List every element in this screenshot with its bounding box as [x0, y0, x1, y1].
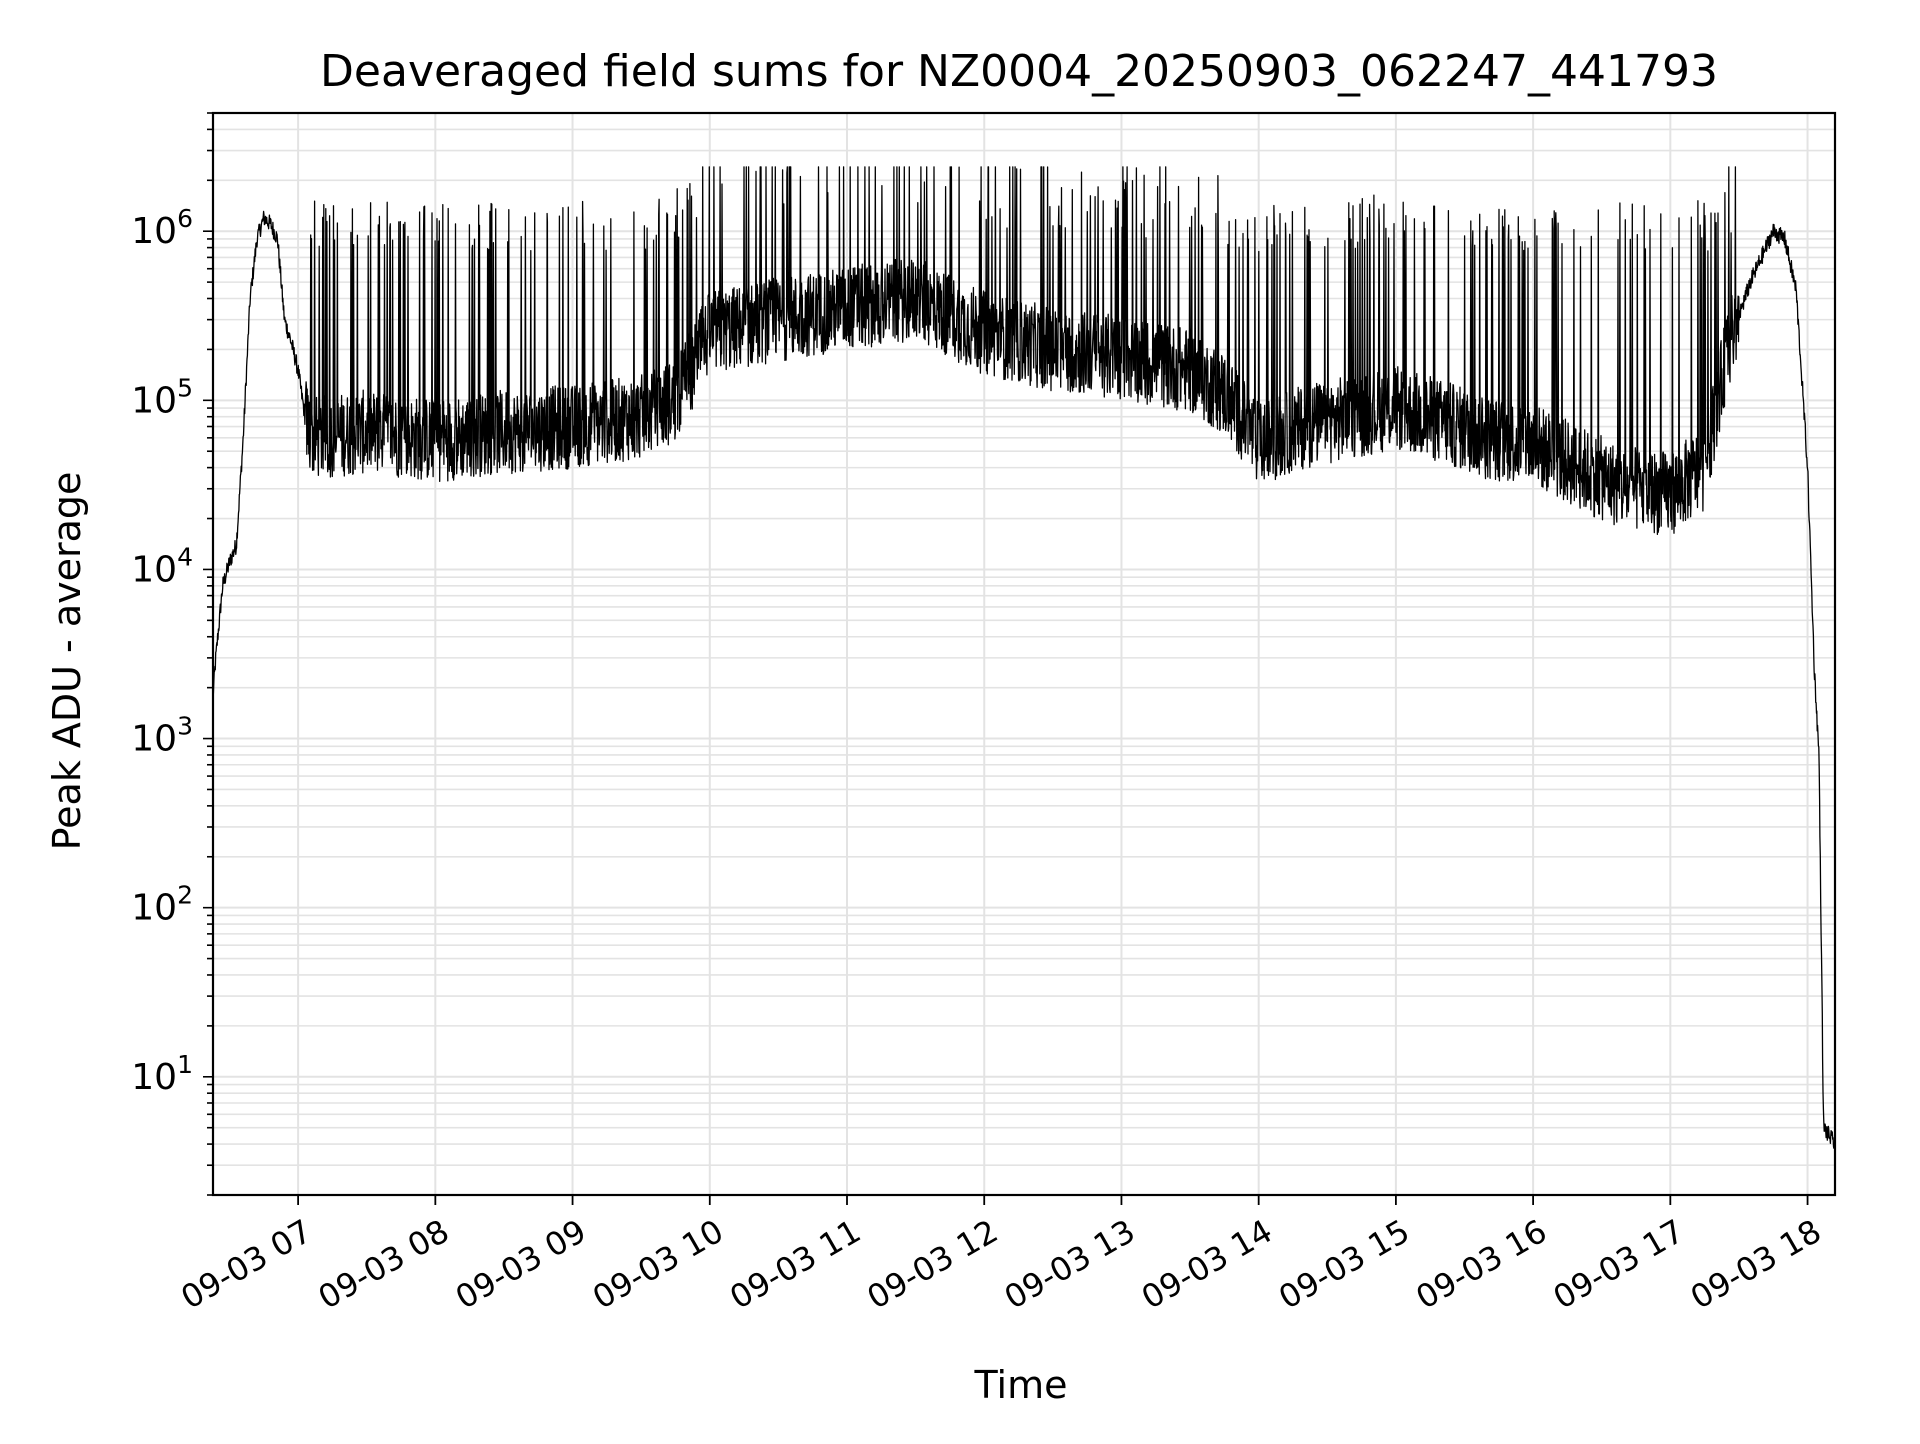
x-tick-label: 09-03 18 — [1684, 1212, 1828, 1317]
series-layer — [212, 166, 1836, 1149]
x-tick-label: 09-03 08 — [312, 1212, 456, 1317]
x-axis-label: Time — [974, 1363, 1068, 1407]
x-tick-label: 09-03 15 — [1272, 1212, 1416, 1317]
y-tick-label: 106 — [131, 204, 193, 252]
y-axis-label: Peak ADU - average — [45, 472, 89, 851]
x-tick-label: 09-03 14 — [1135, 1212, 1279, 1317]
plot-frame — [211, 111, 1837, 1197]
y-tick-label: 101 — [131, 1050, 193, 1098]
y-tick-label: 103 — [131, 712, 193, 760]
x-tick-label: 09-03 13 — [998, 1212, 1142, 1317]
x-tick-label: 09-03 12 — [861, 1212, 1005, 1317]
x-tick-label: 09-03 17 — [1547, 1212, 1691, 1317]
y-tick-label: 104 — [131, 542, 193, 590]
y-tick-label: 105 — [131, 373, 193, 421]
chart-title: Deaveraged field sums for NZ0004_2025090… — [320, 46, 1718, 97]
x-tick-label: 09-03 16 — [1410, 1212, 1554, 1317]
y-tick-label: 102 — [131, 881, 193, 929]
x-tick-label: 09-03 10 — [586, 1212, 730, 1317]
series-line — [212, 166, 1836, 1149]
x-tick-label: 09-03 11 — [723, 1212, 867, 1317]
x-tick-label: 09-03 09 — [449, 1212, 593, 1317]
x-tick-label: 09-03 07 — [175, 1212, 319, 1317]
